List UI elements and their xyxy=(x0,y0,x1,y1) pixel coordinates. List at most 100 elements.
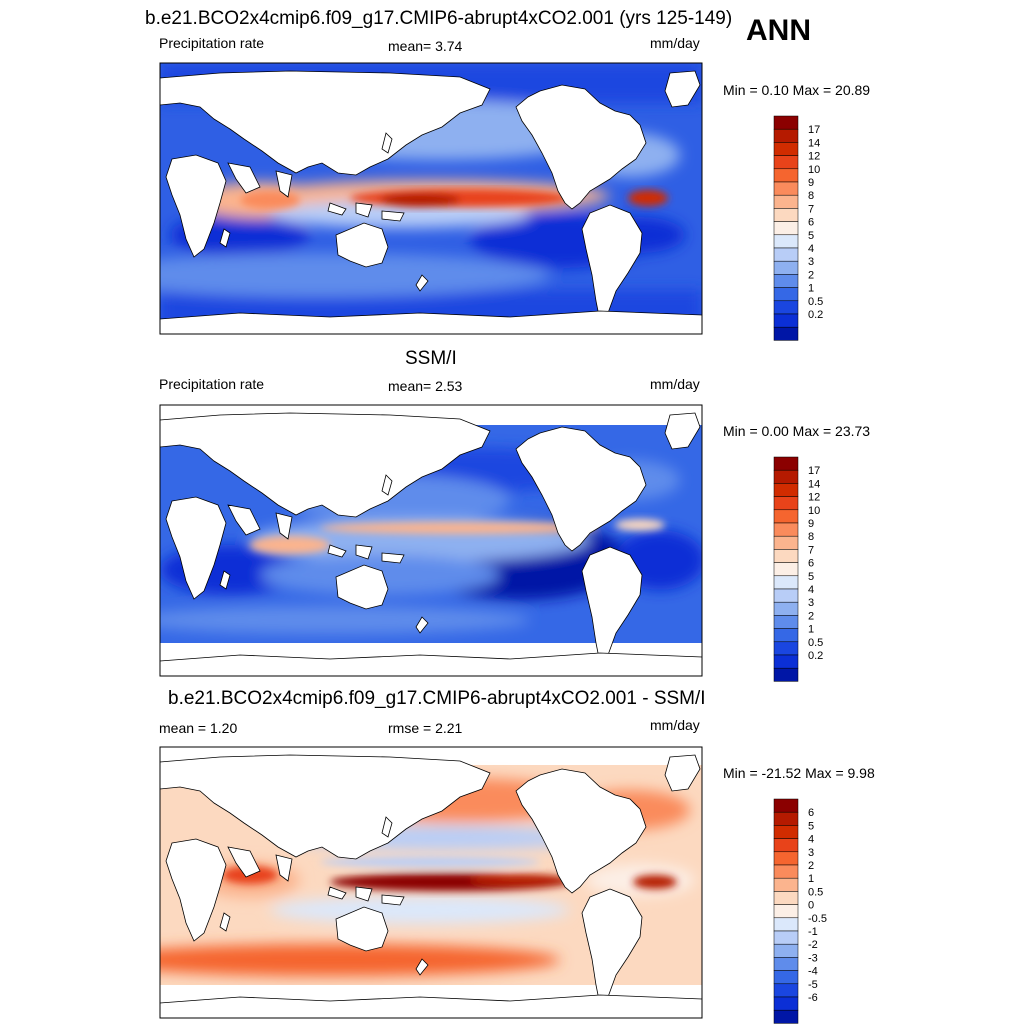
panel1-colorbar-swatch xyxy=(773,115,799,130)
panel2-colorbar-swatch xyxy=(773,654,799,669)
panel3-colorbar-label: -4 xyxy=(808,966,818,978)
panel2-colorbar-label: 7 xyxy=(808,544,814,556)
panel3-colorbar-label: -6 xyxy=(808,992,818,1004)
panel2-colorbar-swatch xyxy=(773,615,799,629)
panel3-colorbar-swatch xyxy=(773,825,799,839)
panel2-colorbar-swatch xyxy=(773,601,799,616)
panel2-colorbar-swatch xyxy=(773,456,799,471)
panel1-colorbar-swatch xyxy=(773,181,799,196)
panel3-colorbar-swatch xyxy=(773,811,799,826)
panel2-colorbar-label: 0.2 xyxy=(808,650,823,662)
panel3-colorbar-swatch xyxy=(773,917,799,932)
panel2-colorbar-swatch xyxy=(773,667,799,682)
panel1-colorbar-swatch xyxy=(773,313,799,328)
panel3-colorbar-label: 0.5 xyxy=(808,886,823,898)
panel3-title: b.e21.BCO2x4cmip6.f09_g17.CMIP6-abrupt4x… xyxy=(168,688,706,709)
panel2-colorbar-swatch xyxy=(773,483,799,497)
panel1-colorbar-label: 4 xyxy=(808,243,814,255)
panel1-colorbar-label: 9 xyxy=(808,177,814,189)
panel3-colorbar-swatch xyxy=(773,943,799,958)
panel3-map xyxy=(160,747,702,1018)
panel3-colorbar-label: 4 xyxy=(808,834,814,846)
panel3-colorbar-swatch xyxy=(773,798,799,813)
panel2-colorbar-label: 2 xyxy=(808,610,814,622)
panel1-colorbar-label: 1 xyxy=(808,283,814,295)
panel1-colorbar-swatch xyxy=(773,168,799,183)
panel2-colorbar-swatch xyxy=(773,562,799,577)
panel1-colorbar-swatch xyxy=(773,208,799,222)
panel1-colorbar-swatch xyxy=(773,142,799,156)
panel2-colorbar-swatch xyxy=(773,469,799,484)
panel3-colorbar-label: -3 xyxy=(808,952,818,964)
panel2-colorbar-label: 3 xyxy=(808,597,814,609)
panel2-colorbar-swatch xyxy=(773,522,799,537)
panel1-frame xyxy=(159,62,703,335)
panel1-colorbar-label: 12 xyxy=(808,151,820,163)
panel1-colorbar-label: 14 xyxy=(808,137,820,149)
panel3-colorbar-label: 3 xyxy=(808,847,814,859)
panel1-title: b.e21.BCO2x4cmip6.f09_g17.CMIP6-abrupt4x… xyxy=(145,8,733,29)
panel2-colorbar-label: 12 xyxy=(808,492,820,504)
panel3-colorbar-swatch xyxy=(773,1009,799,1024)
panel1-colorbar-label: 0.2 xyxy=(808,309,823,321)
panel1-colorbar-label: 6 xyxy=(808,217,814,229)
panel3-colorbar-swatch xyxy=(773,891,799,905)
panel2-variable-label: Precipitation rate xyxy=(159,376,265,392)
panel1-map xyxy=(160,63,702,334)
panel1-variable-label: Precipitation rate xyxy=(159,35,265,51)
panel3-frame xyxy=(159,746,703,1019)
panel1-colorbar-label: 3 xyxy=(808,256,814,268)
panel2-colorbar-label: 8 xyxy=(808,531,814,543)
panel2-colorbar-label: 14 xyxy=(808,478,820,490)
panel1-units-label: mm/day xyxy=(650,35,700,51)
panel1-colorbar-swatch xyxy=(773,247,799,262)
panel1-colorbar-label: 2 xyxy=(808,269,814,281)
panel2-minmax-label: Min = 0.00 Max = 23.73 xyxy=(723,423,871,439)
panel1-colorbar-swatch xyxy=(773,194,799,209)
panel2-colorbar-label: 9 xyxy=(808,518,814,530)
panel3-colorbar-label: -0.5 xyxy=(808,913,827,925)
panel3-colorbar-label: 0 xyxy=(808,900,814,912)
panel2-frame xyxy=(159,404,703,677)
panel3-colorbar-label: -2 xyxy=(808,939,818,951)
panel2-colorbar-label: 4 xyxy=(808,584,814,596)
panel3-colorbar-label: -5 xyxy=(808,979,818,991)
panel1-colorbar-swatch xyxy=(773,221,799,236)
panel2-colorbar-label: 5 xyxy=(808,571,814,583)
panel3-colorbar-swatch xyxy=(773,957,799,971)
panel2-units-label: mm/day xyxy=(650,376,700,392)
panel3-colorbar-swatch xyxy=(773,930,799,945)
panel2-colorbar-swatch xyxy=(773,535,799,550)
season-label: ANN xyxy=(746,14,811,47)
panel3-colorbar-swatch xyxy=(773,877,799,892)
panel1-colorbar-label: 8 xyxy=(808,190,814,202)
panel3-colorbar-label: -1 xyxy=(808,926,818,938)
panel1-colorbar-swatch xyxy=(773,287,799,302)
panel3-mean-label: mean = 1.20 xyxy=(159,720,238,736)
panel1-colorbar-label: 7 xyxy=(808,203,814,215)
panel2-colorbar-label: 17 xyxy=(808,465,820,477)
panel3-colorbar-swatch xyxy=(773,983,799,998)
panel3-colorbar-swatch xyxy=(773,970,799,985)
panel2-colorbar-swatch xyxy=(773,628,799,643)
panel3-colorbar-label: 2 xyxy=(808,860,814,872)
panel2-colorbar-swatch xyxy=(773,496,799,511)
panel1-minmax-label: Min = 0.10 Max = 20.89 xyxy=(723,82,871,98)
panel2-colorbar-swatch xyxy=(773,509,799,524)
panel3-rmse-label: rmse = 2.21 xyxy=(388,720,463,736)
panel3-units-label: mm/day xyxy=(650,717,700,733)
panel3-colorbar-label: 6 xyxy=(808,807,814,819)
panel1-colorbar-swatch xyxy=(773,155,799,170)
panel2-title: SSM/I xyxy=(405,348,457,369)
panel3-colorbar-swatch xyxy=(773,864,799,879)
panel1-colorbar-label: 17 xyxy=(808,124,820,136)
panel2-mean-label: mean= 2.53 xyxy=(388,378,463,394)
panel3-colorbar-swatch xyxy=(773,904,799,919)
panel2-colorbar-swatch xyxy=(773,575,799,590)
panel1-colorbar-swatch xyxy=(773,326,799,341)
panel3-colorbar-swatch xyxy=(773,838,799,853)
panel2-colorbar-label: 1 xyxy=(808,624,814,636)
